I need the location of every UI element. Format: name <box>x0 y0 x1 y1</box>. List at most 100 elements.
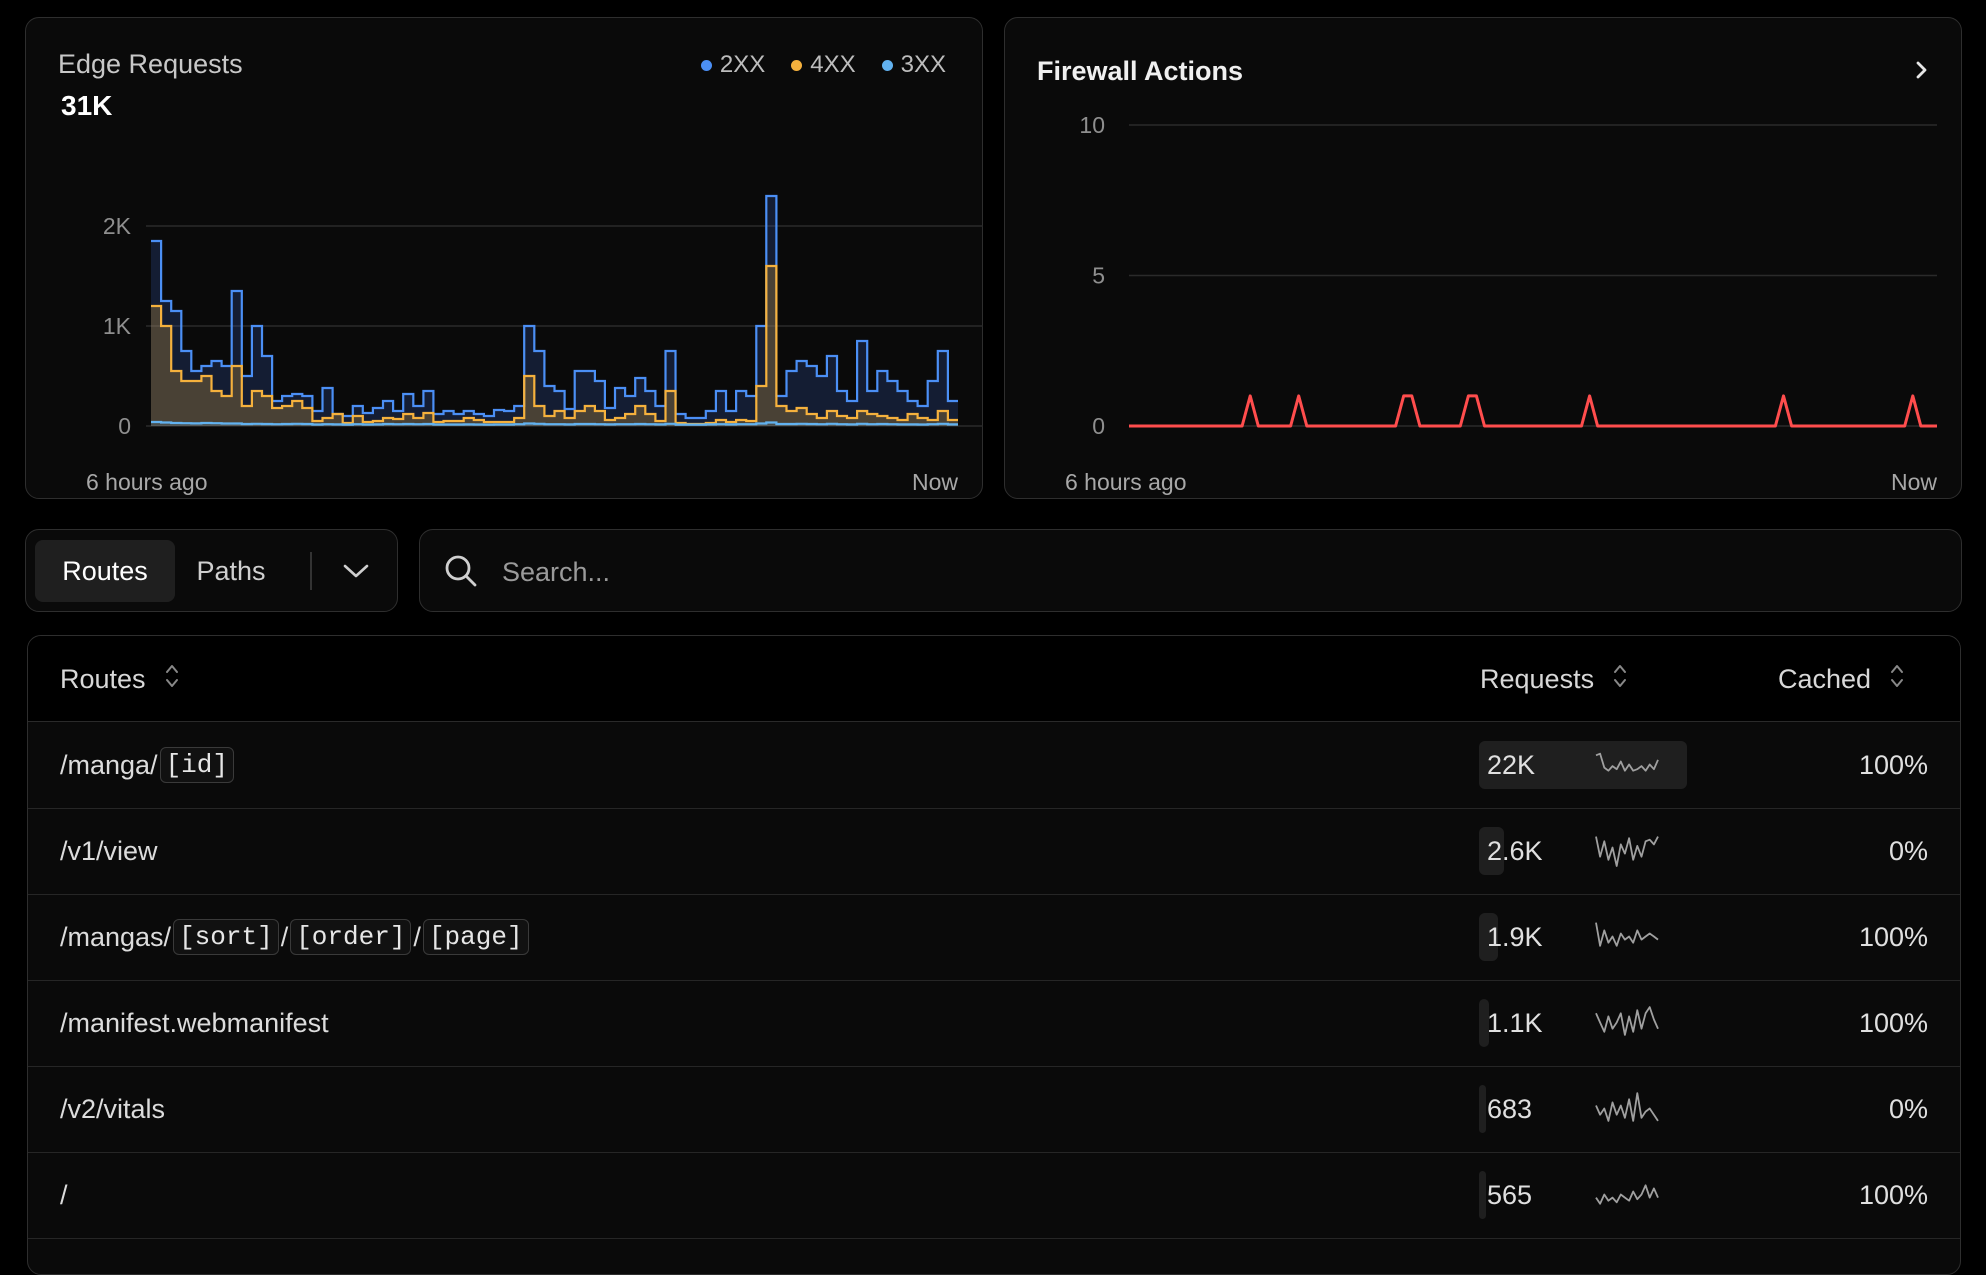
route-path: /manga/[id] <box>60 722 236 808</box>
x-start-label: 6 hours ago <box>86 469 207 495</box>
sparkline-path <box>1595 1006 1659 1036</box>
sparkline-path <box>1595 752 1659 772</box>
sparkline-path <box>1595 922 1659 947</box>
edge-requests-total: 31K <box>61 90 113 121</box>
requests-share-bar <box>1479 827 1504 875</box>
requests-share-bar <box>1479 913 1498 961</box>
route-static-segment: / <box>413 921 421 952</box>
cached-value: 100% <box>1858 749 1928 780</box>
route-static-segment: /manifest.webmanifest <box>60 1007 329 1038</box>
routes-table: Routes Requests Cached /manga/[id] 22K 100… <box>27 635 1961 1275</box>
chevron-down-icon[interactable] <box>326 546 386 596</box>
legend-dot-2xx <box>700 59 712 71</box>
legend-dot-4xx <box>791 59 803 71</box>
requests-value: 565 <box>1487 1179 1533 1210</box>
cached-value: 100% <box>1858 1007 1928 1038</box>
sort-icon <box>1612 662 1628 697</box>
sparkline-path <box>1595 1092 1659 1122</box>
column-header-cached[interactable]: Cached <box>1778 662 1905 697</box>
y-tick-label: 1K <box>103 313 132 339</box>
sort-icon <box>164 662 180 697</box>
legend-label-2xx: 2XX <box>719 51 766 78</box>
edge-requests-chart: 0 1K 2K 6 hours ago Now <box>86 194 983 495</box>
column-header-requests-label: Requests <box>1480 664 1595 694</box>
table-row[interactable]: /v1/view 2.6K 0% <box>28 808 1960 895</box>
table-row[interactable]: /manga/[id] 22K 100% <box>28 722 1960 809</box>
table-header: Routes Requests Cached <box>28 636 1960 722</box>
cached-value: 100% <box>1858 921 1928 952</box>
series-line-3xx <box>151 420 958 426</box>
search-input[interactable] <box>500 544 1904 600</box>
series-line-2xx <box>151 194 958 420</box>
requests-value: 2.6K <box>1487 835 1543 866</box>
route-dynamic-segment: [sort] <box>173 919 279 955</box>
series-area-2xx <box>151 196 958 426</box>
table-row[interactable]: /v2/vitals 683 0% <box>28 1066 1960 1153</box>
route-static-segment: / <box>280 921 289 952</box>
route-static-segment: /v2/vitals <box>60 1093 166 1124</box>
view-switcher: Routes Paths <box>25 529 398 612</box>
firewall-actions-chart: 0 5 10 6 hours ago Now <box>1065 112 1937 495</box>
route-path: /v2/vitals <box>60 1066 165 1152</box>
table-row[interactable]: /mangas/[sort] / [order] / [page] 1.9K 100% <box>28 894 1960 981</box>
tab-paths[interactable]: Paths <box>196 555 266 586</box>
edge-requests-title: Edge Requests <box>58 49 243 79</box>
legend-item-3xx: 3XX <box>881 51 946 79</box>
chevron-right-icon[interactable] <box>1913 56 1931 88</box>
requests-share-bar <box>1479 1085 1486 1133</box>
y-tick-label: 10 <box>1079 112 1105 138</box>
route-dynamic-segment: [page] <box>422 919 529 955</box>
requests-share-bar <box>1479 999 1490 1047</box>
sort-icon <box>1889 662 1905 697</box>
route-path: /manifest.webmanifest <box>60 980 329 1066</box>
firewall-actions-card[interactable]: Firewall Actions 0 5 10 6 hours ago Now <box>1004 17 1962 499</box>
column-header-requests[interactable]: Requests <box>1480 662 1628 697</box>
requests-value: 22K <box>1487 749 1536 780</box>
requests-sparkline <box>1595 836 1659 867</box>
requests-sparkline <box>1595 1184 1659 1205</box>
route-static-segment: /v1/view <box>60 835 158 866</box>
y-tick-label: 2K <box>103 213 132 239</box>
route-path: / <box>60 1152 68 1238</box>
series-area-4xx <box>151 266 958 426</box>
requests-value: 1.9K <box>1487 921 1543 952</box>
legend-item-4xx: 4XX <box>791 51 856 79</box>
column-header-routes[interactable]: Routes <box>60 662 180 697</box>
y-tick-label: 5 <box>1092 263 1105 289</box>
requests-share-bar <box>1479 1171 1486 1219</box>
route-dynamic-segment: [order] <box>290 919 412 955</box>
route-path: /mangas/[sort] / [order] / [page] <box>60 894 531 980</box>
search-bar[interactable] <box>419 529 1962 612</box>
route-static-segment: /mangas/ <box>60 921 172 952</box>
x-end-label: Now <box>912 469 958 495</box>
y-tick-label: 0 <box>1092 413 1105 439</box>
route-static-segment: /manga/ <box>60 749 158 780</box>
switcher-divider <box>310 552 312 590</box>
requests-sparkline <box>1595 922 1659 947</box>
search-icon <box>442 552 480 595</box>
firewall-actions-title: Firewall Actions <box>1037 56 1244 86</box>
legend-label-4xx: 4XX <box>810 51 856 78</box>
route-path: /v1/view <box>60 808 158 894</box>
requests-sparkline <box>1595 752 1659 772</box>
requests-sparkline <box>1595 1092 1659 1122</box>
legend-item-2xx: 2XX <box>700 51 766 79</box>
column-header-cached-label: Cached <box>1778 664 1872 694</box>
route-dynamic-segment: [id] <box>159 747 234 783</box>
series-line-4xx <box>151 264 958 426</box>
y-tick-label: 0 <box>118 413 131 439</box>
cached-value: 100% <box>1858 1179 1928 1210</box>
edge-requests-card[interactable]: Edge Requests 31K 2XX 4XX 3XX 0 1K 2K 6 hou… <box>25 17 983 499</box>
table-row[interactable]: /manifest.webmanifest 1.1K 100% <box>28 980 1960 1067</box>
cached-value: 0% <box>1888 835 1928 866</box>
legend-dot-3xx <box>881 59 893 71</box>
sparkline-path <box>1595 836 1659 867</box>
column-header-routes-label: Routes <box>60 664 146 694</box>
requests-value: 683 <box>1487 1093 1533 1124</box>
requests-share-bar <box>1479 741 1687 789</box>
x-start-label: 6 hours ago <box>1065 469 1186 495</box>
tab-routes[interactable]: Routes <box>35 540 175 602</box>
legend-label-3xx: 3XX <box>900 51 946 78</box>
table-row[interactable]: / 565 100% <box>28 1152 1960 1239</box>
requests-value: 1.1K <box>1487 1007 1543 1038</box>
